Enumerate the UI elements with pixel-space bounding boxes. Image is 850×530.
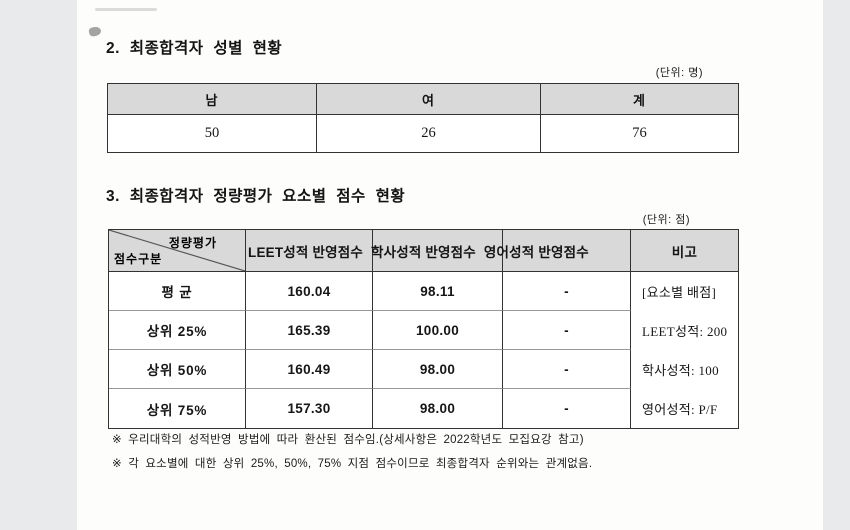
score-table: 정량평가 점수구분 비고 LEET성적 반영점수 학사성적 반영점수 영어성적 … xyxy=(108,229,739,429)
bachelor-score-header-cell xyxy=(373,230,503,272)
top50-leet-score: 160.49 xyxy=(246,350,373,389)
mean-bachelor-score: 98.11 xyxy=(373,272,503,311)
corner-label-score-category: 점수구분 xyxy=(114,252,163,266)
top75-english-score: - xyxy=(503,389,631,428)
note-bachelor-allocation: 학사성적: 100 xyxy=(642,363,719,378)
row-label-top25: 상위 25% xyxy=(109,311,246,350)
gender-header-female: 여 xyxy=(317,84,541,115)
english-score-header-cell xyxy=(503,230,631,272)
footnote-conversion-method: ※ 우리대학의 성적반영 방법에 따라 환산된 점수임.(상세사항은 2022학… xyxy=(112,434,584,446)
section-3-heading: 3. 최종합격자 정량평가 요소별 점수 현황 xyxy=(106,188,406,205)
corner-label-evaluation: 정량평가 xyxy=(168,236,217,250)
gender-table: 남 여 계 50 26 76 xyxy=(107,83,739,153)
row-label-mean: 평 균 xyxy=(109,272,246,311)
gender-header-male: 남 xyxy=(108,84,317,115)
corner-split-cell: 정량평가 점수구분 xyxy=(109,230,246,272)
left-margin-band xyxy=(0,0,78,530)
row-label-top75: 상위 75% xyxy=(109,389,246,428)
top25-leet-score: 165.39 xyxy=(246,311,373,350)
note-allocation-title: [요소별 배점] xyxy=(642,285,717,300)
row-label-top50: 상위 50% xyxy=(109,350,246,389)
gender-header-total: 계 xyxy=(541,84,738,115)
section-2-heading: 2. 최종합격자 성별 현황 xyxy=(106,40,283,57)
diagonal-divider-line xyxy=(109,230,245,271)
top50-english-score: - xyxy=(503,350,631,389)
gender-value-male: 50 xyxy=(108,115,317,152)
mean-english-score: - xyxy=(503,272,631,311)
top75-leet-score: 157.30 xyxy=(246,389,373,428)
footnote-percentile-note: ※ 각 요소별에 대한 상위 25%, 50%, 75% 지점 점수이므로 최종… xyxy=(112,458,593,470)
mean-leet-score: 160.04 xyxy=(246,272,373,311)
top75-bachelor-score: 98.00 xyxy=(373,389,503,428)
unit-label-persons: (단위: 명) xyxy=(655,67,703,79)
gender-value-female: 26 xyxy=(317,115,541,152)
top25-english-score: - xyxy=(503,311,631,350)
top50-bachelor-score: 98.00 xyxy=(373,350,503,389)
note-english-allocation: 영어성적: P/F xyxy=(642,402,718,417)
note-column-header: 비고 xyxy=(631,230,738,272)
right-margin-band xyxy=(822,0,850,530)
unit-label-points: (단위: 점) xyxy=(642,214,690,226)
top25-bachelor-score: 100.00 xyxy=(373,311,503,350)
gender-value-total: 76 xyxy=(632,125,647,141)
note-leet-allocation: LEET성적: 200 xyxy=(642,324,728,339)
note-cell: [요소별 배점] LEET성적: 200 학사성적: 100 영어성적: P/F xyxy=(631,272,738,428)
leet-score-header-cell xyxy=(246,230,373,272)
